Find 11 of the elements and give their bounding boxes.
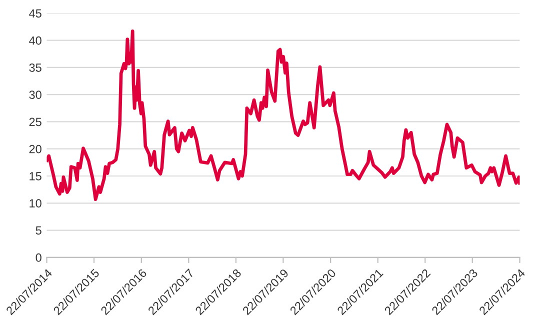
y-tick-label: 5	[36, 226, 42, 235]
y-tick-label: 0	[36, 253, 42, 262]
y-tick-label: 45	[29, 9, 42, 18]
y-tick-label: 30	[29, 90, 42, 99]
y-tick-label: 35	[29, 64, 42, 72]
y-tick-label: 40	[29, 36, 42, 45]
y-tick-label: 10	[30, 199, 42, 208]
y-tick-label: 15	[30, 172, 42, 180]
y-tick-label: 20	[29, 144, 42, 154]
line-series	[46, 29, 520, 202]
y-tick-label: 25	[29, 118, 42, 126]
